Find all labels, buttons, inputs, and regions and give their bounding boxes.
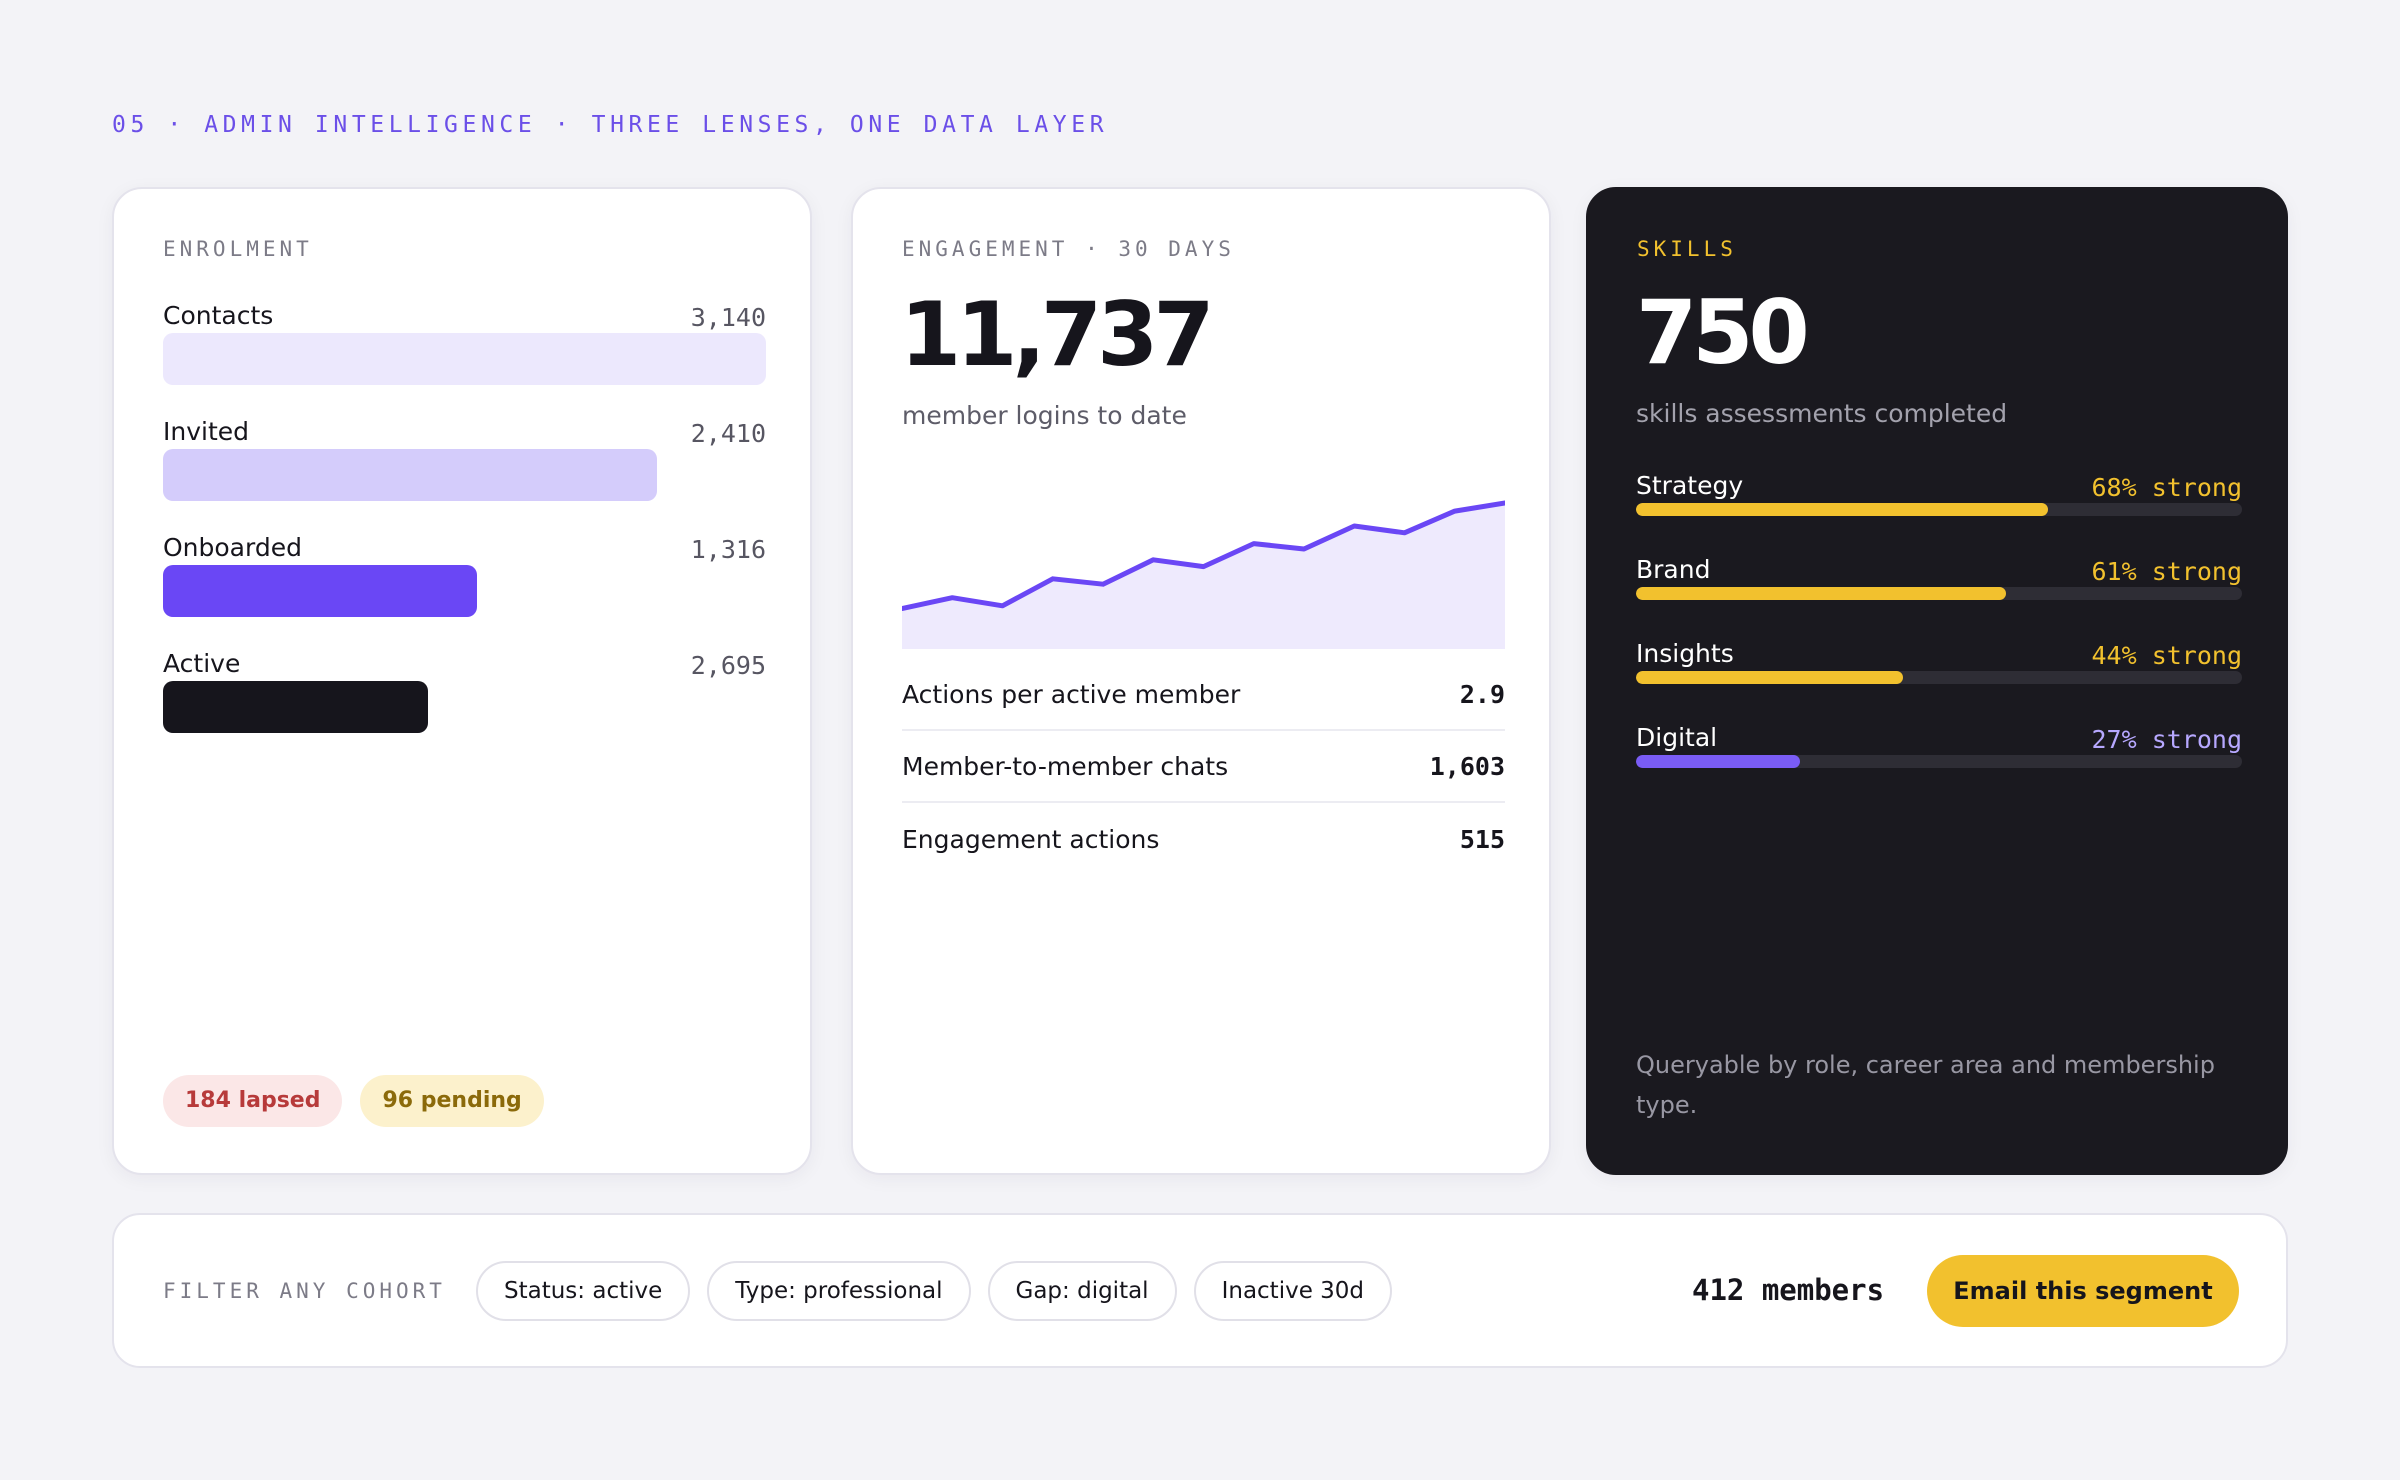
funnel-value: 2,695 (690, 651, 766, 680)
funnel-value: 1,316 (690, 535, 766, 564)
funnel-value: 3,140 (690, 303, 766, 332)
skills-subtitle: skills assessments completed (1636, 399, 2008, 428)
pending-badge[interactable]: 96 pending (360, 1075, 544, 1127)
funnel-row-onboarded: Onboarded 1,316 (163, 533, 766, 649)
skill-name: Digital (1636, 723, 1718, 752)
stat-label: Actions per active member (902, 679, 1241, 709)
stat-value: 515 (1459, 824, 1505, 854)
email-segment-button[interactable]: Email this segment (1927, 1255, 2239, 1327)
funnel-name: Onboarded (163, 533, 302, 562)
funnel-bar (163, 565, 477, 617)
skill-name: Strategy (1636, 471, 1744, 500)
skill-fill (1636, 503, 2049, 516)
skills-total: 750 (1636, 281, 1810, 384)
enrolment-label: ENROLMENT (163, 237, 313, 261)
skills-note: Queryable by role, career area and membe… (1636, 1051, 2215, 1119)
funnel-row-active: Active 2,695 (163, 649, 766, 765)
funnel-bar (163, 449, 658, 501)
funnel-bar (163, 333, 766, 385)
funnel-bar (163, 681, 429, 733)
chip-status[interactable]: Status: active (476, 1261, 691, 1321)
filter-label: FILTER ANY COHORT (163, 1279, 446, 1303)
funnel-row-contacts: Contacts 3,140 (163, 301, 766, 417)
skill-percent: 44% strong (2091, 641, 2242, 670)
skill-fill (1636, 671, 1903, 684)
skill-percent: 27% strong (2091, 725, 2242, 754)
funnel-name: Contacts (163, 301, 274, 330)
skill-track (1636, 671, 2242, 684)
chip-inactive[interactable]: Inactive 30d (1193, 1261, 1393, 1321)
member-count: 412 members (1692, 1273, 1885, 1307)
engagement-card: ENGAGEMENT · 30 DAYS 11,737 member login… (851, 187, 1551, 1175)
skill-name: Brand (1636, 555, 1711, 584)
skill-track (1636, 503, 2242, 516)
chip-type[interactable]: Type: professional (707, 1261, 971, 1321)
filter-chips: Status: active Type: professional Gap: d… (476, 1261, 1393, 1321)
skill-track (1636, 587, 2242, 600)
logins-subtitle: member logins to date (902, 401, 1187, 430)
section-eyebrow: 05 · ADMIN INTELLIGENCE · THREE LENSES, … (112, 112, 1109, 138)
skill-row-insights: Insights 44% strong (1636, 639, 2242, 723)
skills-label: SKILLS (1637, 237, 1737, 261)
engagement-label: ENGAGEMENT · 30 DAYS (902, 237, 1235, 261)
enrolment-funnel: Contacts 3,140 Invited 2,410 Onboarded 1… (163, 301, 766, 765)
funnel-row-invited: Invited 2,410 (163, 417, 766, 533)
engagement-stats: Actions per active member 2.9 Member-to-… (902, 659, 1505, 875)
skill-track (1636, 755, 2242, 768)
stat-row: Engagement actions 515 (902, 803, 1505, 875)
logins-sparkline (902, 500, 1505, 649)
lapsed-badge[interactable]: 184 lapsed (163, 1075, 343, 1127)
sparkline-line (902, 500, 1505, 611)
stat-value: 1,603 (1429, 751, 1505, 781)
logins-total: 11,737 (900, 283, 1215, 386)
skill-percent: 68% strong (2091, 473, 2242, 502)
stat-label: Engagement actions (902, 824, 1160, 854)
skill-name: Insights (1636, 639, 1734, 668)
skill-row-strategy: Strategy 68% strong (1636, 471, 2242, 555)
stat-value: 2.9 (1459, 679, 1505, 709)
skill-percent: 61% strong (2091, 557, 2242, 586)
stat-row: Member-to-member chats 1,603 (902, 731, 1505, 803)
cohort-filter-bar: FILTER ANY COHORT Status: active Type: p… (112, 1213, 2288, 1368)
stat-row: Actions per active member 2.9 (902, 659, 1505, 731)
sparkline-area (902, 503, 1505, 649)
funnel-name: Invited (163, 417, 250, 446)
stat-label: Member-to-member chats (902, 751, 1229, 781)
skill-fill (1636, 587, 2006, 600)
skills-card: SKILLS 750 skills assessments completed … (1586, 187, 2288, 1175)
skill-row-digital: Digital 27% strong (1636, 723, 2242, 807)
enrolment-card: ENROLMENT Contacts 3,140 Invited 2,410 O… (112, 187, 812, 1175)
skill-fill (1636, 755, 1800, 768)
funnel-value: 2,410 (690, 419, 766, 448)
status-badges: 184 lapsed 96 pending (163, 1075, 544, 1127)
funnel-name: Active (163, 649, 241, 678)
skill-row-brand: Brand 61% strong (1636, 555, 2242, 639)
skills-list: Strategy 68% strong Brand 61% strong Ins… (1636, 471, 2242, 807)
chip-gap[interactable]: Gap: digital (987, 1261, 1177, 1321)
